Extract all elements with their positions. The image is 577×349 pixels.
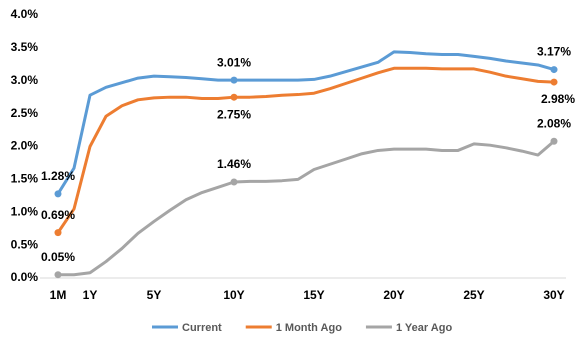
point-marker [230,76,238,84]
x-tick-label: 30Y [543,288,564,302]
point-marker [54,229,62,237]
y-tick-label: 3.5% [11,40,39,54]
data-label: 2.08% [537,116,571,130]
point-marker [54,271,62,279]
point-marker [550,78,558,86]
data-label: 3.17% [537,45,571,59]
y-tick-label: 1.0% [11,204,39,218]
y-tick-label: 0.5% [11,237,39,251]
y-tick-label: 3.0% [11,73,39,87]
y-tick-label: 1.5% [11,172,39,186]
x-tick-label: 5Y [147,288,162,302]
legend-label: 1 Month Ago [276,322,342,334]
x-tick-label: 1M [50,288,67,302]
x-tick-label: 10Y [223,288,244,302]
point-marker [230,178,238,186]
data-label: 2.75% [217,107,251,121]
data-label: 1.46% [217,157,251,171]
y-tick-label: 2.5% [11,106,39,120]
y-tick-label: 2.0% [11,139,39,153]
x-tick-label: 15Y [303,288,324,302]
x-tick-label: 1Y [83,288,98,302]
point-marker [550,137,558,145]
series-line [56,50,555,195]
data-label: 1.28% [41,169,75,183]
legend-label: 1 Year Ago [396,322,453,334]
series-line [58,140,555,277]
series-line [56,66,555,234]
data-label: 0.05% [41,250,75,264]
point-marker [54,190,62,198]
y-tick-label: 0.0% [11,270,39,284]
data-label: 3.01% [217,55,251,69]
x-tick-label: 20Y [383,288,404,302]
point-marker [230,93,238,101]
x-tick-label: 25Y [463,288,484,302]
data-label: 2.98% [541,92,575,106]
y-tick-label: 4.0% [11,7,39,21]
legend-label: Current [182,322,222,334]
data-label: 0.69% [41,208,75,222]
point-marker [550,66,558,74]
